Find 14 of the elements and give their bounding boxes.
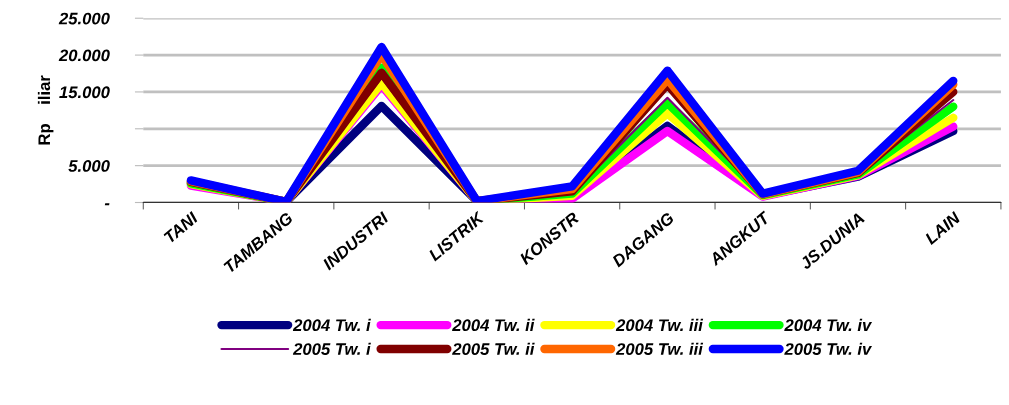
legend-label: 2004 Tw. i <box>292 318 371 332</box>
legend-label: 2005 Tw. iv <box>784 342 873 355</box>
legend-label: 2004 Tw. iii <box>615 318 704 332</box>
legend-label: 2004 Tw. ii <box>452 318 535 332</box>
y-tick-label: 25.000 <box>58 12 110 25</box>
y-tick-label: 15.000 <box>59 86 110 99</box>
legend-label: 2004 Tw. iv <box>784 318 873 332</box>
y-axis-title: Rp iliar <box>37 75 54 145</box>
y-tick-label: 20.000 <box>58 49 110 62</box>
y-tick-label: 5.000 <box>68 160 110 172</box>
legend-label: 2005 Tw. i <box>292 342 371 355</box>
y-tick-label: - <box>104 203 110 206</box>
legend-label: 2005 Tw. ii <box>452 342 535 355</box>
legend-label: 2005 Tw. iii <box>615 342 704 355</box>
